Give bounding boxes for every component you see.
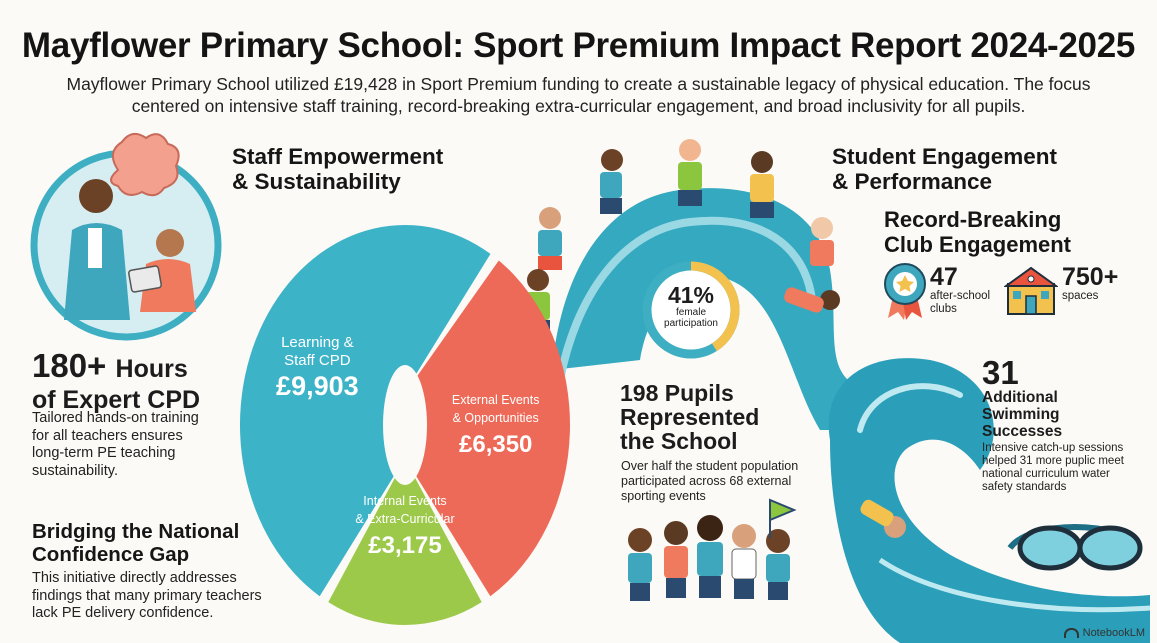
notebooklm-logo-icon bbox=[1063, 628, 1079, 638]
pie-slice-internal-events bbox=[328, 478, 482, 625]
pie-label-line: & Extra-Curricular bbox=[355, 512, 454, 526]
gap-text-line: findings that many primary teachers bbox=[32, 587, 262, 604]
swim-goggles-icon bbox=[1007, 524, 1143, 571]
swim-text-line: helped 31 more puplic meet bbox=[982, 455, 1124, 467]
pupils-title-line: 198 Pupils bbox=[620, 380, 734, 406]
club-title-line-1: Record-Breaking bbox=[884, 207, 1062, 232]
donut-label: 41% female participation bbox=[636, 283, 746, 329]
spaces-value: 750+ bbox=[1062, 263, 1119, 291]
pie-slice-external-events bbox=[416, 260, 570, 597]
pupils-text-line: participated across 68 external bbox=[621, 474, 792, 488]
cpd-description: Tailored hands-on training for all teach… bbox=[32, 410, 199, 480]
pie-value-label: £3,175 bbox=[368, 532, 441, 559]
club-title-line-2: Club Engagement bbox=[884, 232, 1072, 257]
donut-arc-female bbox=[642, 261, 740, 359]
funding-pie-chart: Learning &Staff CPD £9,903 External Events… bbox=[239, 224, 570, 625]
swim-title-line: Swimming bbox=[982, 406, 1060, 423]
swimming-text: Intensive catch-up sessions helped 31 mo… bbox=[982, 442, 1124, 494]
subtitle-line-2: centered on intensive staff training, re… bbox=[131, 96, 1026, 116]
award-rosette-icon bbox=[884, 263, 926, 320]
cpd-text-line: long-term PE teaching bbox=[32, 445, 176, 461]
clubs-stat: 47 after-school clubs bbox=[930, 264, 990, 316]
gap-text-line: lack PE delivery confidence. bbox=[32, 605, 214, 621]
donut-label-2: participation bbox=[664, 318, 718, 329]
team-medals-illustration bbox=[628, 498, 797, 601]
teacher-training-illustration bbox=[30, 132, 222, 341]
pie-slice-learning-cpd bbox=[239, 224, 491, 597]
pupils-represented-title: 198 Pupils Represented the School bbox=[620, 381, 759, 453]
staff-title-line-1: Staff Empowerment bbox=[232, 144, 444, 169]
pie-value-label: £6,350 bbox=[459, 431, 532, 458]
pupils-title-line: the School bbox=[620, 428, 738, 454]
swim-text-line: national curriculum water bbox=[982, 468, 1110, 480]
gap-title-line-1: Bridging the National bbox=[32, 520, 240, 543]
pie-value-label: £9,903 bbox=[276, 371, 359, 401]
school-building-icon bbox=[1004, 266, 1058, 315]
student-section-title: Student Engagement & Performance bbox=[832, 144, 1057, 194]
cpd-hours-value: 180+ bbox=[32, 347, 107, 384]
clubs-label-2: clubs bbox=[930, 303, 957, 315]
female-participation-donut bbox=[642, 261, 740, 359]
brand-footer: NotebookLM bbox=[1063, 627, 1145, 639]
spaces-label: spaces bbox=[1062, 290, 1099, 302]
cpd-text-line: sustainability. bbox=[32, 462, 118, 479]
children-illustration bbox=[526, 139, 906, 538]
pupils-text-line: Over half the student population bbox=[621, 459, 799, 473]
subtitle-line-1: Mayflower Primary School utilized £19,42… bbox=[66, 74, 1091, 94]
gap-title-line-2: Confidence Gap bbox=[32, 543, 190, 566]
pie-slice-label: Learning &Staff CPD £9,903 bbox=[276, 334, 359, 401]
cpd-text-line: Tailored hands-on training bbox=[32, 410, 199, 426]
confidence-gap-text: This initiative directly addresses findi… bbox=[32, 570, 262, 623]
brand-name: NotebookLM bbox=[1082, 627, 1145, 639]
pupils-text-line: sporting events bbox=[621, 489, 706, 503]
cpd-hours-label: Hours bbox=[115, 355, 188, 383]
staff-section-title: Staff Empowerment & Sustainability bbox=[232, 144, 443, 194]
brain-icon bbox=[110, 132, 180, 197]
swim-title-line: Successes bbox=[982, 423, 1063, 440]
confidence-gap-title: Bridging the National Confidence Gap bbox=[32, 520, 239, 566]
swim-text-line: safety standards bbox=[982, 481, 1067, 493]
swim-text-line: Intensive catch-up sessions bbox=[982, 442, 1124, 454]
pie-slice-label: External Events & Opportunities £6,350 bbox=[452, 393, 540, 458]
page-title: Mayflower Primary School: Sport Premium … bbox=[21, 26, 1136, 65]
donut-value: 41% bbox=[667, 282, 715, 308]
gap-text-line: This initiative directly addresses bbox=[32, 570, 237, 586]
staff-title-line-2: & Sustainability bbox=[232, 169, 401, 194]
cpd-subtitle: of Expert CPD bbox=[32, 386, 201, 414]
student-title-line-1: Student Engagement bbox=[832, 144, 1058, 169]
swimming-stat: 31 Additional Swimming Successes bbox=[982, 354, 1063, 440]
clubs-value: 47 bbox=[930, 263, 958, 291]
spaces-stat: 750+ spaces bbox=[1062, 264, 1118, 303]
pupils-title-line: Represented bbox=[620, 404, 760, 430]
swim-value: 31 bbox=[982, 354, 1019, 391]
pie-label-line: & Opportunities bbox=[453, 411, 539, 425]
clubs-label-1: after-school bbox=[930, 290, 991, 302]
donut-label-1: female bbox=[675, 307, 706, 318]
student-title-line-2: & Performance bbox=[832, 169, 993, 194]
club-engagement-title: Record-Breaking Club Engagement bbox=[884, 207, 1071, 257]
pie-label-line: Internal Events bbox=[363, 494, 446, 508]
pie-label-line: Staff CPD bbox=[284, 352, 351, 369]
cpd-text-line: for all teachers ensures bbox=[32, 427, 183, 444]
pie-slice-label: Internal Events & Extra-Curricular £3,175 bbox=[355, 494, 454, 559]
page-subtitle: Mayflower Primary School utilized £19,42… bbox=[20, 73, 1137, 117]
swim-title-line: Additional bbox=[982, 389, 1058, 406]
cpd-stat: 180+ Hours of Expert CPD bbox=[32, 347, 201, 414]
pie-label-line: External Events bbox=[452, 393, 540, 407]
pupils-represented-text: Over half the student population partici… bbox=[621, 459, 798, 504]
pie-label-line: Learning & bbox=[281, 334, 354, 351]
